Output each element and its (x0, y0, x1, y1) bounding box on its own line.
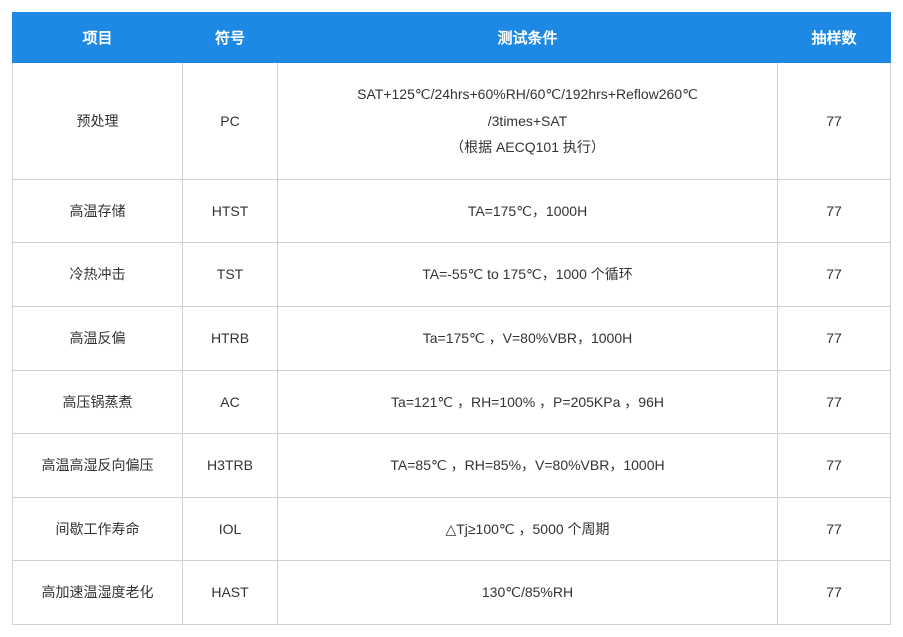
cell-symbol: HAST (183, 561, 278, 625)
table-body: 预处理 PC SAT+125℃/24hrs+60%RH/60℃/192hrs+R… (13, 63, 891, 625)
cell-condition: △Tj≥100℃ ，5000 个周期 (278, 497, 778, 561)
cell-item: 高温高湿反向偏压 (13, 434, 183, 498)
col-header-samples: 抽样数 (778, 13, 891, 63)
table-row: 高温高湿反向偏压 H3TRB TA=85℃ ，RH=85%，V=80%VBR，1… (13, 434, 891, 498)
cell-condition: TA=-55℃ to 175℃，1000 个循环 (278, 243, 778, 307)
cell-symbol: HTRB (183, 306, 278, 370)
cell-symbol: H3TRB (183, 434, 278, 498)
cell-item: 高温存储 (13, 179, 183, 243)
cell-condition: 130℃/85%RH (278, 561, 778, 625)
table-row: 间歇工作寿命 IOL △Tj≥100℃ ，5000 个周期 77 (13, 497, 891, 561)
cell-samples: 77 (778, 306, 891, 370)
cell-symbol: HTST (183, 179, 278, 243)
cell-item: 高加速温湿度老化 (13, 561, 183, 625)
cell-condition: TA=85℃ ，RH=85%，V=80%VBR，1000H (278, 434, 778, 498)
table-header: 项目 符号 测试条件 抽样数 (13, 13, 891, 63)
cell-samples: 77 (778, 434, 891, 498)
cell-symbol: TST (183, 243, 278, 307)
cell-symbol: AC (183, 370, 278, 434)
cell-item: 间歇工作寿命 (13, 497, 183, 561)
cell-item: 高压锅蒸煮 (13, 370, 183, 434)
cell-samples: 77 (778, 561, 891, 625)
table-row: 高加速温湿度老化 HAST 130℃/85%RH 77 (13, 561, 891, 625)
cell-condition: TA=175℃，1000H (278, 179, 778, 243)
table-row: 高温反偏 HTRB Ta=175℃ ，V=80%VBR，1000H 77 (13, 306, 891, 370)
table-row: 高压锅蒸煮 AC Ta=121℃ ，RH=100% ，P=205KPa ，96H… (13, 370, 891, 434)
cell-samples: 77 (778, 63, 891, 180)
col-header-condition: 测试条件 (278, 13, 778, 63)
cell-samples: 77 (778, 243, 891, 307)
cell-symbol: PC (183, 63, 278, 180)
cell-condition: SAT+125℃/24hrs+60%RH/60℃/192hrs+Reflow26… (278, 63, 778, 180)
table-row: 预处理 PC SAT+125℃/24hrs+60%RH/60℃/192hrs+R… (13, 63, 891, 180)
cell-samples: 77 (778, 497, 891, 561)
cell-item: 预处理 (13, 63, 183, 180)
table-row: 冷热冲击 TST TA=-55℃ to 175℃，1000 个循环 77 (13, 243, 891, 307)
cell-condition: Ta=175℃ ，V=80%VBR，1000H (278, 306, 778, 370)
col-header-symbol: 符号 (183, 13, 278, 63)
reliability-test-table: 项目 符号 测试条件 抽样数 预处理 PC SAT+125℃/24hrs+60%… (12, 12, 891, 625)
cell-symbol: IOL (183, 497, 278, 561)
cell-item: 高温反偏 (13, 306, 183, 370)
cell-item: 冷热冲击 (13, 243, 183, 307)
cell-samples: 77 (778, 179, 891, 243)
cell-condition: Ta=121℃ ，RH=100% ，P=205KPa ，96H (278, 370, 778, 434)
table-row: 高温存储 HTST TA=175℃，1000H 77 (13, 179, 891, 243)
cell-samples: 77 (778, 370, 891, 434)
col-header-item: 项目 (13, 13, 183, 63)
